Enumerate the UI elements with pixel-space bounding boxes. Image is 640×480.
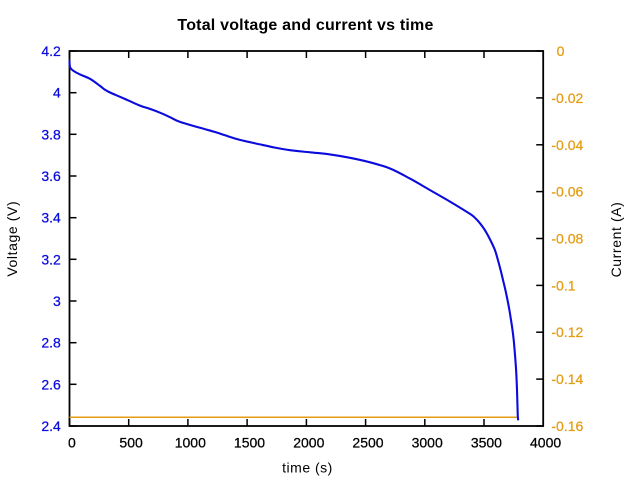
svg-text:-0.02: -0.02 bbox=[551, 90, 583, 106]
svg-text:-0.06: -0.06 bbox=[551, 184, 583, 200]
svg-text:3: 3 bbox=[53, 293, 61, 309]
svg-text:2.6: 2.6 bbox=[41, 376, 61, 392]
svg-text:3000: 3000 bbox=[412, 435, 443, 451]
svg-text:4.2: 4.2 bbox=[41, 43, 61, 59]
svg-text:0: 0 bbox=[557, 43, 565, 59]
svg-text:-0.04: -0.04 bbox=[551, 137, 583, 153]
svg-text:2.8: 2.8 bbox=[41, 335, 61, 351]
svg-text:Total voltage and current vs t: Total voltage and current vs time bbox=[177, 17, 433, 34]
svg-text:-0.08: -0.08 bbox=[551, 231, 583, 247]
svg-text:-0.12: -0.12 bbox=[551, 324, 583, 340]
svg-text:Voltage (V): Voltage (V) bbox=[4, 201, 20, 277]
svg-text:4: 4 bbox=[53, 85, 61, 101]
svg-text:3.8: 3.8 bbox=[41, 126, 61, 142]
svg-text:500: 500 bbox=[119, 435, 143, 451]
svg-text:3.4: 3.4 bbox=[41, 210, 61, 226]
svg-text:-0.14: -0.14 bbox=[551, 371, 583, 387]
svg-text:1000: 1000 bbox=[175, 435, 206, 451]
svg-text:time (s): time (s) bbox=[282, 460, 333, 476]
svg-text:3.2: 3.2 bbox=[41, 251, 61, 267]
svg-text:1500: 1500 bbox=[234, 435, 265, 451]
svg-text:0: 0 bbox=[68, 435, 76, 451]
svg-text:4000: 4000 bbox=[530, 435, 561, 451]
svg-text:2.4: 2.4 bbox=[41, 418, 61, 434]
svg-text:-0.1: -0.1 bbox=[551, 277, 575, 293]
svg-text:3500: 3500 bbox=[471, 435, 502, 451]
svg-text:2500: 2500 bbox=[352, 435, 383, 451]
svg-text:3.6: 3.6 bbox=[41, 168, 61, 184]
svg-text:Current (A): Current (A) bbox=[608, 202, 624, 278]
svg-text:-0.16: -0.16 bbox=[551, 418, 583, 434]
svg-text:2000: 2000 bbox=[293, 435, 324, 451]
